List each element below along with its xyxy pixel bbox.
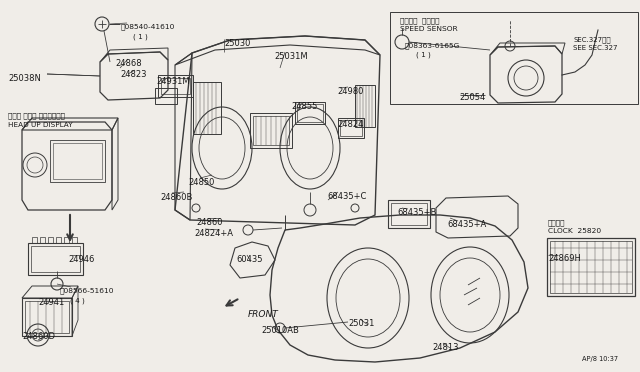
Bar xyxy=(547,238,635,296)
Text: 24931M: 24931M xyxy=(156,77,189,86)
Text: Ⓝ08540-41610: Ⓝ08540-41610 xyxy=(121,23,175,30)
Bar xyxy=(40,237,45,243)
Bar xyxy=(31,246,80,272)
Text: 25031M: 25031M xyxy=(274,52,308,61)
Text: AP/8 10:37: AP/8 10:37 xyxy=(582,356,618,362)
Text: 24868: 24868 xyxy=(115,59,141,68)
Text: 25010AB: 25010AB xyxy=(261,326,299,335)
Text: SEC.327参照: SEC.327参照 xyxy=(573,36,611,43)
Bar xyxy=(388,200,430,228)
Text: 24855: 24855 xyxy=(291,102,317,111)
Text: ヘッド アップ ディスプレー: ヘッド アップ ディスプレー xyxy=(8,112,65,119)
Text: スピード  センサー: スピード センサー xyxy=(400,17,440,23)
Text: ( 1 ): ( 1 ) xyxy=(133,33,148,39)
Bar xyxy=(158,75,193,97)
Bar xyxy=(338,118,364,138)
Text: 25054: 25054 xyxy=(459,93,485,102)
Text: 24813: 24813 xyxy=(432,343,458,352)
Text: 25038N: 25038N xyxy=(8,74,41,83)
Text: 60435: 60435 xyxy=(236,255,262,264)
Text: ( 1 ): ( 1 ) xyxy=(416,52,431,58)
Text: 24824: 24824 xyxy=(337,120,364,129)
Text: 68435+B: 68435+B xyxy=(397,208,436,217)
Bar xyxy=(391,203,427,225)
Text: 24860: 24860 xyxy=(196,218,223,227)
Bar xyxy=(340,120,362,136)
Text: 24860D: 24860D xyxy=(22,332,55,341)
Bar xyxy=(72,237,77,243)
Bar xyxy=(28,243,83,275)
Text: 24941: 24941 xyxy=(38,298,64,307)
Text: 25030: 25030 xyxy=(224,39,250,48)
Text: ブロック: ブロック xyxy=(548,219,566,225)
Bar xyxy=(53,143,102,179)
Text: ( 4 ): ( 4 ) xyxy=(70,297,84,304)
Bar xyxy=(64,237,69,243)
Text: 24824+A: 24824+A xyxy=(194,229,233,238)
Bar xyxy=(155,88,177,104)
Bar xyxy=(48,237,53,243)
Bar xyxy=(250,113,292,148)
Text: 68435+C: 68435+C xyxy=(327,192,366,201)
Bar xyxy=(390,12,638,104)
Text: Ⓝ08566-51610: Ⓝ08566-51610 xyxy=(60,287,115,294)
Bar xyxy=(22,298,72,336)
Bar xyxy=(50,140,105,182)
Text: 24823: 24823 xyxy=(120,70,147,79)
Text: SEE SEC.327: SEE SEC.327 xyxy=(573,45,618,51)
Text: 25031: 25031 xyxy=(348,319,374,328)
Bar xyxy=(56,237,61,243)
Bar xyxy=(550,241,632,293)
Text: Ⓝ08363-6165G: Ⓝ08363-6165G xyxy=(405,42,460,49)
Text: 24860B: 24860B xyxy=(160,193,193,202)
Text: CLOCK  25820: CLOCK 25820 xyxy=(548,228,601,234)
Bar xyxy=(32,237,37,243)
Bar xyxy=(193,82,221,134)
Text: 24850: 24850 xyxy=(188,178,214,187)
Bar xyxy=(25,301,69,333)
Text: 24980: 24980 xyxy=(337,87,364,96)
Text: 68435+A: 68435+A xyxy=(447,220,486,229)
Text: SPEED SENSOR: SPEED SENSOR xyxy=(400,26,458,32)
Text: 24869H: 24869H xyxy=(548,254,581,263)
Text: HEAD UP DISPLAY: HEAD UP DISPLAY xyxy=(8,122,72,128)
Bar xyxy=(355,85,375,127)
Bar xyxy=(295,102,325,124)
Text: 24946: 24946 xyxy=(68,255,94,264)
Text: FRONT: FRONT xyxy=(248,310,279,319)
Bar xyxy=(297,104,323,122)
Bar xyxy=(161,78,190,94)
Bar xyxy=(253,116,289,145)
